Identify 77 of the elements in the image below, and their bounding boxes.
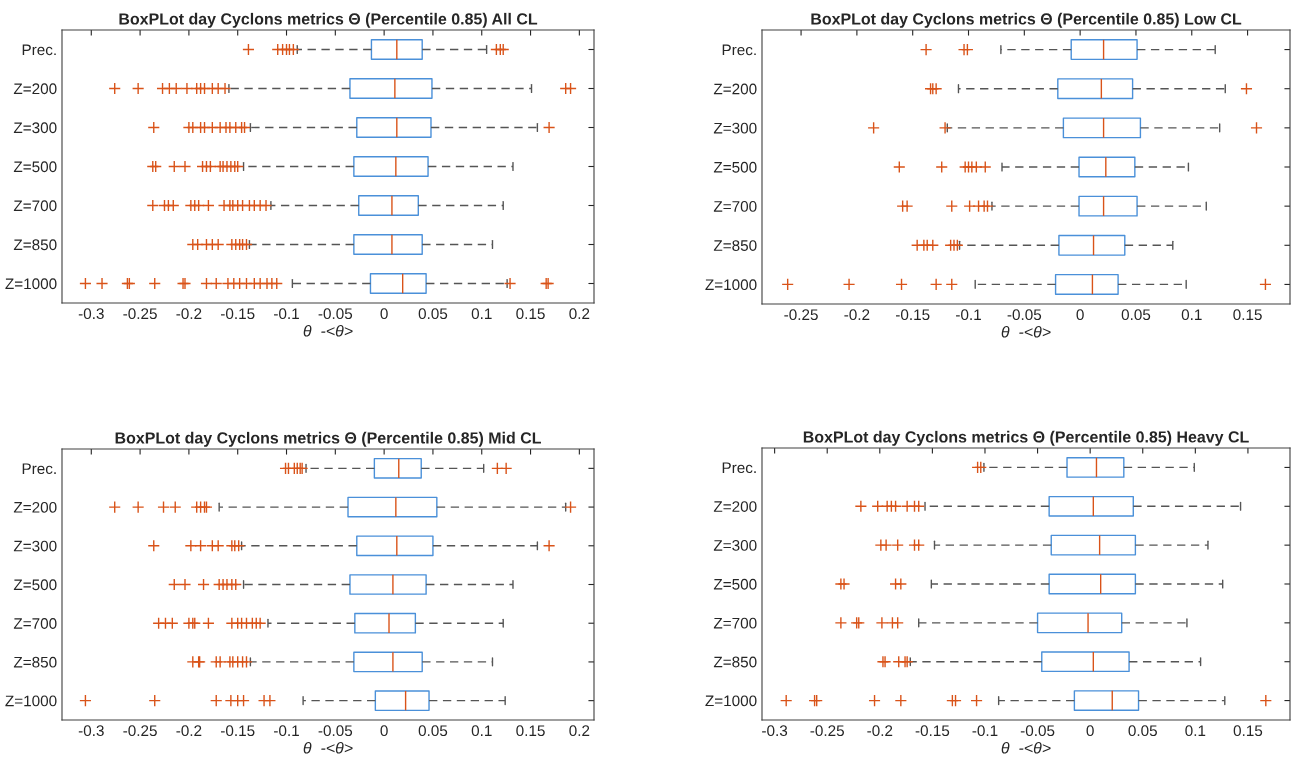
x-axis-title: θ -<θ> (1001, 741, 1051, 754)
x-tick-label: -0.25 (123, 308, 157, 320)
x-tick-label: -0.1 (274, 725, 299, 737)
x-tick-label: -0.2 (176, 725, 202, 737)
y-tick-label: Prec. (722, 44, 756, 56)
x-tick-label: -0.1 (972, 725, 998, 737)
x-tick-label: -0.2 (844, 309, 870, 321)
chart-title: BoxPLot day Cyclons metrics Θ (Percentile 0.85) Low CL (811, 12, 1242, 28)
y-tick-label: Prec. (22, 44, 56, 56)
x-tick-label: 0.15 (516, 725, 545, 737)
y-tick-label: Z=1000 (705, 279, 757, 291)
x-tick-label: 0.15 (1233, 725, 1263, 737)
chart-title: BoxPLot day Cyclons metrics Θ (Percentile 0.85) Mid CL (115, 431, 541, 447)
x-tick-label: -0.05 (1020, 725, 1055, 737)
x-tick-label: -0.15 (915, 725, 950, 737)
y-tick-label: Z=500 (13, 161, 57, 173)
y-tick-label: Z=850 (13, 239, 57, 251)
x-tick-label: -0.05 (318, 725, 353, 737)
y-tick-label: Prec. (722, 462, 756, 474)
y-tick-label: Z=300 (713, 122, 757, 134)
x-tick-label: 0.2 (569, 725, 590, 737)
y-tick-label: Z=200 (713, 83, 757, 95)
chart-title: BoxPLot day Cyclons metrics Θ (Percentile 0.85) Heavy CL (803, 430, 1249, 446)
x-tick-label: 0.15 (1233, 309, 1262, 321)
y-tick-label: Z=1000 (5, 278, 57, 290)
x-axis-title: θ -<θ> (303, 741, 353, 754)
x-tick-label: -0.15 (220, 308, 255, 320)
y-tick-label: Z=700 (713, 201, 757, 212)
x-axis-title: θ -<θ> (1001, 325, 1051, 338)
y-tick-label: Z=850 (13, 656, 57, 668)
y-tick-label: Z=300 (713, 540, 757, 551)
y-tick-label: Z=500 (13, 579, 57, 591)
y-tick-label: Z=200 (713, 501, 757, 512)
y-tick-label: Z=300 (13, 540, 57, 552)
x-tick-label: 0.15 (516, 308, 545, 320)
x-tick-label: 0.05 (418, 308, 448, 320)
x-tick-label: -0.3 (762, 725, 788, 737)
x-tick-label: -0.3 (78, 725, 104, 737)
x-tick-label: -0.3 (78, 308, 104, 320)
x-tick-label: 0.05 (1121, 309, 1151, 321)
x-tick-label: -0.15 (220, 725, 255, 737)
x-tick-label: 0 (380, 308, 388, 320)
y-tick-label: Z=700 (13, 618, 57, 629)
x-tick-label: 0 (1076, 309, 1084, 321)
x-tick-label: -0.1 (956, 309, 981, 321)
x-tick-label: 0.1 (1181, 309, 1202, 321)
x-tick-label: -0.25 (810, 725, 844, 737)
y-tick-label: Z=500 (713, 161, 757, 173)
x-tick-label: 0 (380, 725, 388, 737)
x-tick-label: -0.2 (867, 725, 893, 737)
y-tick-label: Z=300 (13, 122, 57, 134)
x-tick-label: 0.05 (1128, 725, 1157, 737)
y-tick-label: Z=850 (713, 240, 757, 251)
x-tick-label: 0 (1086, 725, 1094, 737)
x-tick-label: 0.05 (418, 725, 448, 737)
y-tick-label: Z=500 (713, 578, 757, 590)
x-tick-label: 0.1 (1185, 725, 1206, 737)
y-tick-label: Z=850 (713, 656, 757, 668)
x-tick-label: 0.1 (471, 725, 492, 737)
x-tick-label: -0.05 (318, 308, 353, 320)
x-tick-label: 0.1 (471, 308, 492, 320)
y-tick-label: Z=200 (13, 501, 57, 513)
x-tick-label: 0.2 (569, 308, 590, 320)
y-tick-label: Z=700 (13, 200, 57, 212)
y-tick-label: Prec. (22, 463, 56, 475)
chart-title: BoxPLot day Cyclons metrics Θ (Percentile 0.85) All CL (119, 12, 538, 28)
x-tick-label: -0.25 (784, 309, 818, 321)
x-tick-label: -0.15 (895, 309, 930, 321)
x-tick-label: -0.25 (123, 725, 157, 737)
y-tick-label: Z=700 (713, 617, 757, 629)
x-tick-label: -0.2 (176, 308, 202, 320)
x-axis-title: θ -<θ> (303, 324, 353, 337)
x-tick-label: -0.05 (1007, 309, 1042, 321)
y-tick-label: Z=1000 (705, 695, 757, 707)
x-tick-label: -0.1 (274, 308, 299, 320)
y-tick-label: Z=200 (13, 83, 57, 95)
y-tick-label: Z=1000 (5, 695, 57, 707)
